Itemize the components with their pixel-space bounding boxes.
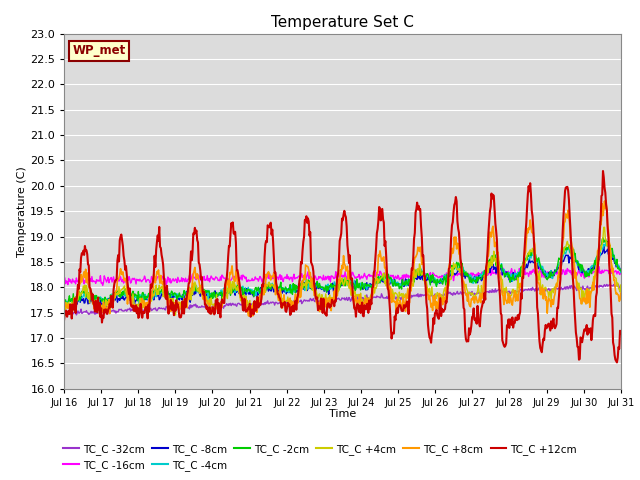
TC_C +8cm [184, 286, 192, 292]
TC_C +4cm [128, 302, 136, 308]
Line: TC_C -32cm: TC_C -32cm [64, 285, 621, 315]
TC_C -2cm [63, 304, 70, 310]
TC_C -16cm [128, 276, 136, 282]
TC_C +8cm [428, 304, 435, 310]
TC_C -2cm [411, 267, 419, 273]
TC_C +8cm [127, 296, 135, 302]
TC_C +8cm [70, 295, 78, 301]
TC_C -2cm [617, 268, 625, 274]
TC_C -4cm [617, 270, 625, 276]
TC_C +8cm [617, 290, 625, 296]
TC_C -32cm [72, 312, 80, 318]
TC_C +8cm [411, 254, 419, 260]
TC_C -8cm [60, 302, 68, 308]
TC_C +12cm [599, 168, 607, 174]
TC_C -8cm [428, 279, 435, 285]
TC_C -4cm [602, 237, 610, 243]
TC_C -32cm [214, 303, 222, 309]
TC_C -4cm [411, 268, 419, 274]
TC_C -16cm [99, 283, 107, 288]
TC_C +4cm [185, 285, 193, 291]
TC_C -4cm [63, 302, 71, 308]
Line: TC_C +4cm: TC_C +4cm [64, 228, 621, 316]
TC_C -16cm [185, 276, 193, 282]
TC_C -32cm [70, 310, 78, 316]
TC_C +12cm [127, 303, 135, 309]
Line: TC_C -16cm: TC_C -16cm [64, 267, 621, 286]
TC_C +8cm [214, 305, 221, 311]
X-axis label: Time: Time [329, 409, 356, 419]
TC_C -16cm [411, 273, 419, 279]
TC_C -32cm [428, 293, 435, 299]
TC_C +8cm [60, 301, 68, 307]
TC_C -4cm [128, 293, 136, 299]
TC_C +12cm [184, 288, 192, 294]
TC_C +8cm [602, 198, 610, 204]
TC_C -2cm [599, 235, 607, 241]
TC_C -8cm [411, 276, 419, 281]
Legend: TC_C -32cm, TC_C -16cm, TC_C -8cm, TC_C -4cm, TC_C -2cm, TC_C +4cm, TC_C +8cm, T: TC_C -32cm, TC_C -16cm, TC_C -8cm, TC_C … [59, 439, 581, 475]
Title: Temperature Set C: Temperature Set C [271, 15, 414, 30]
TC_C +8cm [245, 313, 253, 319]
TC_C -2cm [60, 302, 68, 308]
TC_C -8cm [185, 291, 193, 297]
TC_C -32cm [603, 282, 611, 288]
Line: TC_C -8cm: TC_C -8cm [64, 246, 621, 308]
TC_C -16cm [214, 277, 222, 283]
TC_C +4cm [617, 282, 625, 288]
TC_C -16cm [60, 281, 68, 287]
TC_C -4cm [214, 293, 222, 299]
TC_C -2cm [428, 273, 435, 278]
TC_C -2cm [214, 292, 222, 298]
TC_C -8cm [128, 296, 136, 301]
TC_C +12cm [426, 336, 434, 342]
TC_C -8cm [214, 293, 222, 299]
TC_C +4cm [600, 225, 607, 230]
TC_C -2cm [128, 291, 136, 297]
Y-axis label: Temperature (C): Temperature (C) [17, 166, 28, 257]
Line: TC_C -2cm: TC_C -2cm [64, 238, 621, 307]
TC_C -8cm [617, 269, 625, 275]
TC_C +4cm [214, 300, 222, 305]
TC_C +4cm [411, 266, 419, 272]
TC_C -32cm [617, 283, 625, 289]
TC_C +12cm [70, 307, 78, 312]
TC_C +12cm [613, 360, 621, 365]
Line: TC_C +12cm: TC_C +12cm [64, 171, 621, 362]
TC_C -16cm [595, 264, 603, 270]
TC_C +12cm [60, 318, 68, 324]
TC_C -32cm [185, 304, 193, 310]
TC_C -4cm [71, 296, 79, 302]
TC_C -2cm [71, 297, 79, 303]
TC_C -32cm [411, 293, 419, 299]
TC_C +12cm [214, 296, 221, 302]
TC_C +4cm [428, 292, 435, 298]
TC_C -8cm [67, 305, 75, 311]
TC_C +4cm [71, 298, 79, 304]
TC_C -8cm [600, 243, 607, 249]
TC_C -32cm [128, 307, 136, 313]
TC_C -16cm [617, 268, 625, 274]
TC_C -4cm [185, 291, 193, 297]
TC_C +12cm [617, 330, 625, 336]
TC_C -4cm [60, 299, 68, 305]
TC_C -32cm [60, 312, 68, 317]
Line: TC_C +8cm: TC_C +8cm [64, 201, 621, 316]
TC_C -4cm [428, 275, 435, 280]
TC_C -16cm [428, 277, 435, 283]
TC_C -8cm [71, 302, 79, 308]
TC_C -2cm [185, 290, 193, 296]
TC_C +4cm [61, 313, 68, 319]
TC_C +12cm [410, 236, 418, 242]
Line: TC_C -4cm: TC_C -4cm [64, 240, 621, 305]
TC_C +4cm [60, 293, 68, 299]
Text: WP_met: WP_met [72, 44, 125, 57]
TC_C -16cm [70, 279, 78, 285]
